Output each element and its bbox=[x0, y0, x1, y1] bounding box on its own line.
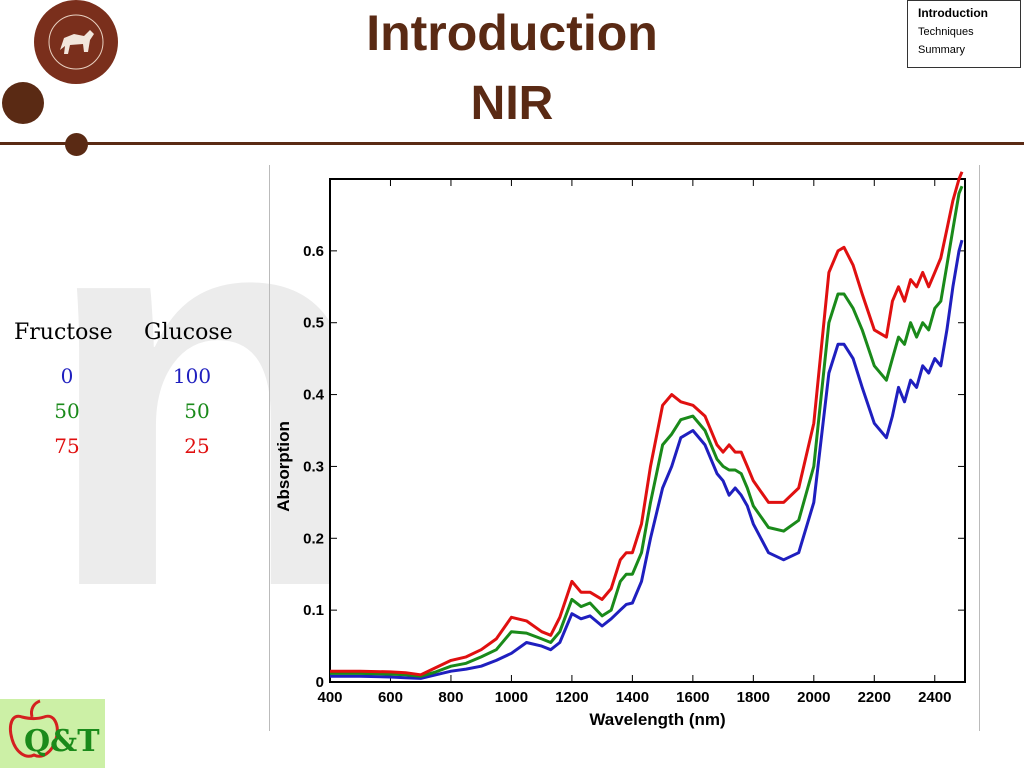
x-tick-label: 2000 bbox=[797, 689, 830, 706]
spectrum-line-0 bbox=[330, 239, 964, 680]
x-tick-label: 1200 bbox=[555, 689, 588, 706]
x-tick-label: 2200 bbox=[858, 689, 891, 706]
spectrum-line-2 bbox=[330, 171, 964, 677]
page-subtitle: NIR bbox=[470, 77, 554, 130]
x-tick-label: 2400 bbox=[918, 689, 951, 706]
x-tick-label: 1800 bbox=[737, 689, 770, 706]
glucose-value: 25 bbox=[184, 434, 210, 458]
content-divider-right bbox=[979, 165, 980, 731]
qt-logo: Q&T bbox=[0, 699, 105, 768]
y-tick-label: 0.6 bbox=[303, 243, 324, 260]
university-seal-logo bbox=[34, 0, 118, 84]
header-divider bbox=[0, 142, 1024, 145]
section-nav: Introduction Techniques Summary bbox=[907, 0, 1021, 68]
x-tick-label: 800 bbox=[438, 689, 463, 706]
x-tick-label: 400 bbox=[317, 689, 342, 706]
x-tick-label: 600 bbox=[378, 689, 403, 706]
page-title: Introduction bbox=[366, 5, 658, 61]
content-divider-left bbox=[269, 165, 270, 731]
spectrum-line-1 bbox=[330, 185, 964, 678]
x-axis-label: Wavelength (nm) bbox=[589, 710, 725, 729]
y-tick-label: 0.3 bbox=[303, 458, 324, 475]
qt-logo-text: Q&T bbox=[24, 724, 100, 759]
fructose-value: 0 bbox=[60, 364, 74, 388]
nav-item-summary[interactable]: Summary bbox=[918, 44, 966, 56]
y-tick-label: 0 bbox=[316, 674, 324, 691]
fructose-value: 75 bbox=[54, 434, 80, 458]
fructose-value: 50 bbox=[54, 399, 80, 423]
glucose-value: 100 bbox=[172, 364, 212, 388]
y-tick-label: 0.5 bbox=[303, 315, 324, 332]
nav-item-introduction[interactable]: Introduction bbox=[918, 6, 988, 20]
nav-item-techniques[interactable]: Techniques bbox=[918, 26, 974, 38]
plot-area bbox=[329, 178, 966, 683]
decorative-dot-large bbox=[2, 82, 44, 124]
header-glucose: Glucose bbox=[144, 320, 233, 345]
x-tick-label: 1400 bbox=[616, 689, 649, 706]
glucose-value: 50 bbox=[184, 399, 210, 423]
nir-spectra-chart: 400 600 800 1000 1200 1400 1600 1800 2000 2200 240… bbox=[270, 170, 975, 740]
y-tick-label: 0.2 bbox=[303, 530, 324, 547]
y-tick-label: 0.1 bbox=[303, 602, 324, 619]
chart-svg: 400 600 800 1000 1200 1400 1600 1800 2000 2200 240… bbox=[274, 171, 966, 729]
y-tick-label: 0.4 bbox=[303, 387, 325, 404]
y-axis-label: Absorption bbox=[274, 421, 293, 512]
header-fructose: Fructose bbox=[14, 320, 113, 345]
x-tick-label: 1000 bbox=[495, 689, 528, 706]
x-tick-label: 1600 bbox=[676, 689, 709, 706]
decorative-dot-small bbox=[65, 133, 88, 156]
